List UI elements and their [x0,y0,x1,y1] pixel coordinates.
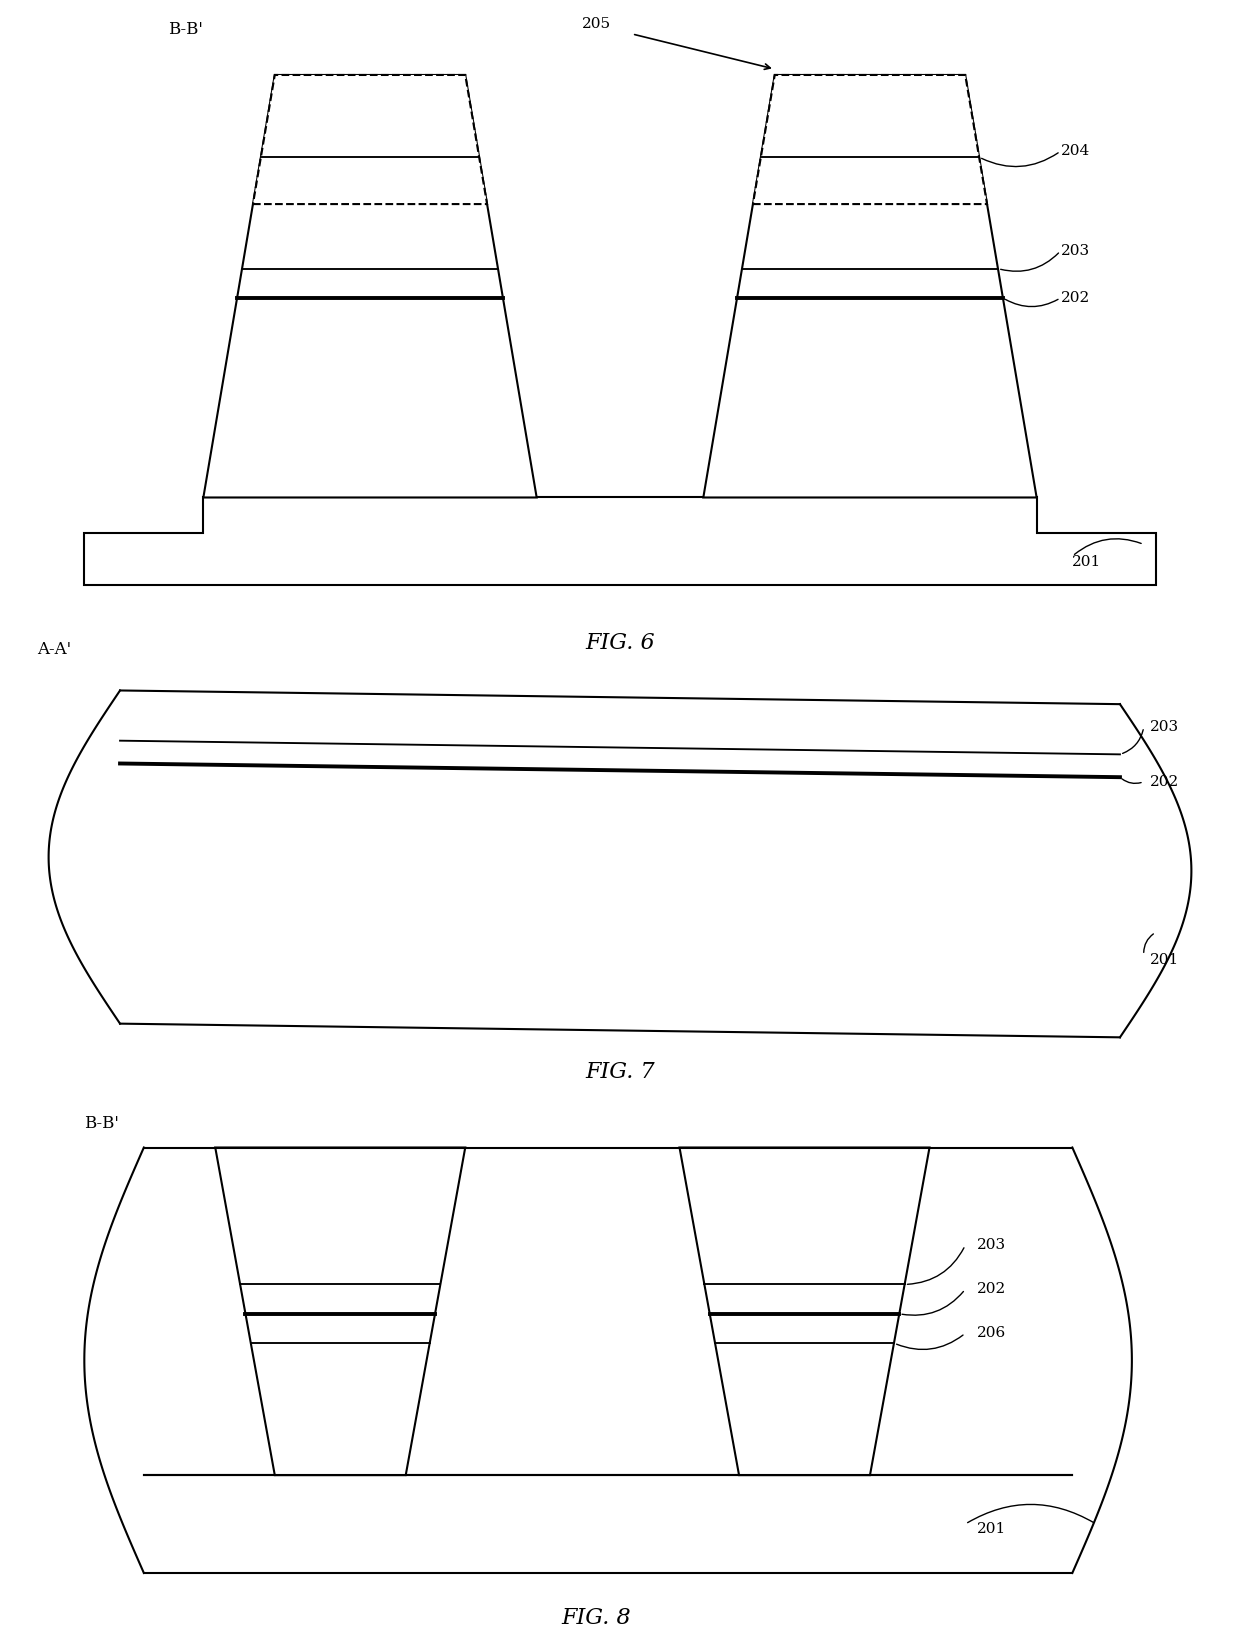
Polygon shape [84,497,1156,585]
Text: 202: 202 [977,1283,1007,1296]
Polygon shape [703,75,1037,497]
Text: 201: 201 [977,1522,1007,1535]
Text: 206: 206 [977,1327,1007,1340]
Text: B-B': B-B' [84,1115,119,1131]
Text: FIG. 7: FIG. 7 [585,1061,655,1082]
Text: 202: 202 [1149,774,1179,789]
Polygon shape [680,1148,930,1475]
Text: 202: 202 [1060,292,1090,305]
Polygon shape [203,75,537,497]
Text: 205: 205 [582,16,611,31]
Text: A-A': A-A' [37,641,71,659]
Text: 201: 201 [1149,954,1179,967]
Text: 204: 204 [1060,145,1090,158]
Text: FIG. 6: FIG. 6 [585,632,655,654]
Text: 203: 203 [977,1239,1006,1252]
Text: 203: 203 [1149,720,1179,734]
Text: 203: 203 [1060,244,1090,258]
Text: 201: 201 [1073,556,1101,569]
Polygon shape [753,75,987,204]
Polygon shape [216,1148,465,1475]
Polygon shape [253,75,487,204]
Text: B-B': B-B' [167,21,202,37]
Text: FIG. 8: FIG. 8 [562,1607,631,1628]
